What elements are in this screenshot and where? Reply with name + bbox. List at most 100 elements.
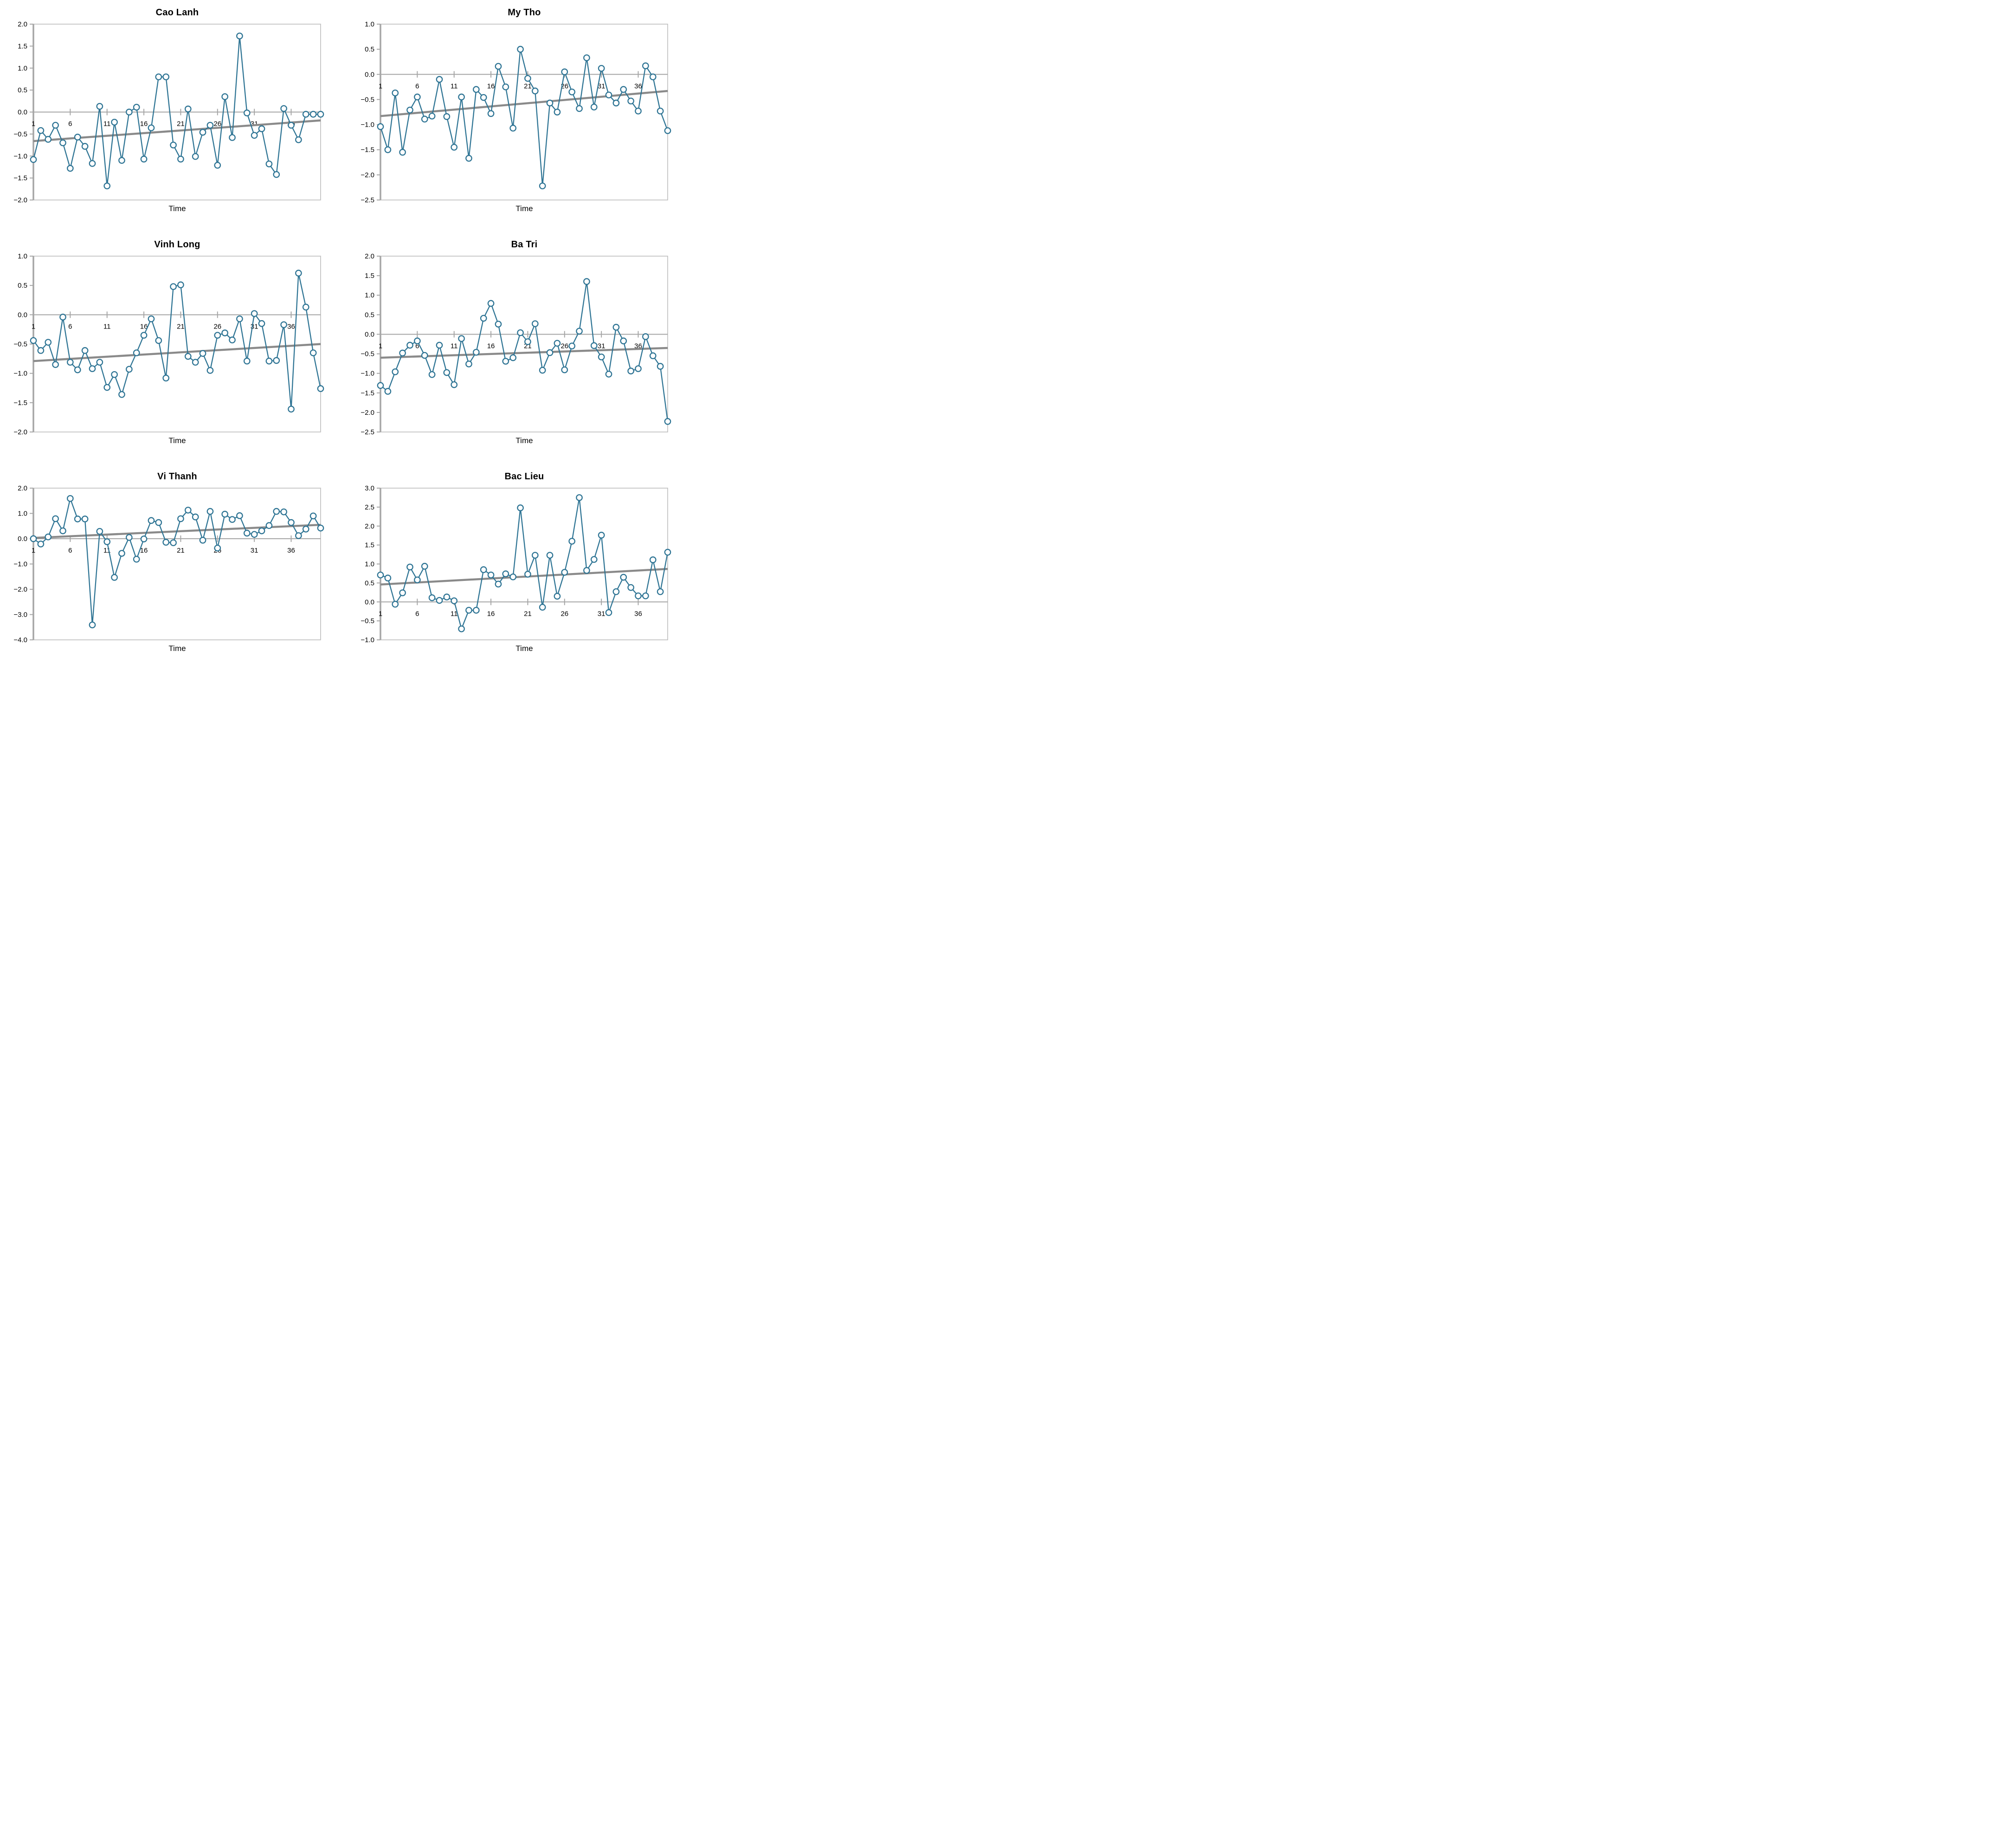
x-tick-label: 21 bbox=[524, 82, 532, 90]
series-line bbox=[33, 498, 321, 625]
data-point-marker bbox=[45, 135, 52, 143]
y-tick-label: 1.5 bbox=[365, 541, 374, 549]
data-point-marker bbox=[184, 353, 192, 360]
x-tick-label: 31 bbox=[598, 342, 605, 350]
data-point-marker bbox=[118, 550, 125, 557]
data-point-marker bbox=[251, 132, 258, 139]
data-point-marker bbox=[52, 122, 59, 129]
data-point-marker bbox=[302, 303, 309, 311]
data-point-marker bbox=[221, 329, 229, 336]
data-point-marker bbox=[554, 340, 561, 347]
data-point-marker bbox=[517, 504, 524, 511]
data-point-marker bbox=[89, 365, 96, 372]
data-point-marker bbox=[384, 574, 392, 582]
data-point-marker bbox=[377, 571, 384, 579]
data-point-marker bbox=[140, 535, 148, 542]
data-point-marker bbox=[451, 381, 458, 388]
data-point-marker bbox=[531, 87, 539, 95]
data-point-marker bbox=[502, 358, 509, 365]
data-point-marker bbox=[392, 368, 399, 375]
data-point-marker bbox=[199, 350, 206, 357]
data-point-marker bbox=[517, 329, 524, 336]
data-point-marker bbox=[258, 125, 265, 132]
data-point-marker bbox=[251, 531, 258, 538]
data-point-marker bbox=[554, 593, 561, 600]
y-tick-label: 1.0 bbox=[365, 20, 374, 28]
y-tick-label: 2.0 bbox=[18, 484, 27, 492]
data-point-marker bbox=[162, 539, 170, 546]
data-point-marker bbox=[384, 146, 392, 154]
data-point-marker bbox=[642, 592, 649, 599]
data-point-marker bbox=[590, 103, 598, 111]
data-point-marker bbox=[74, 366, 81, 374]
data-point-marker bbox=[295, 136, 302, 143]
data-point-marker bbox=[111, 371, 118, 378]
data-point-marker bbox=[155, 519, 162, 526]
data-point-marker bbox=[436, 597, 443, 604]
data-point-marker bbox=[561, 68, 568, 76]
panel-vinh-long: Vinh Long 1.0 0.5 0.0 −0.5 −1.0 −1.5 −2.0 1 6 11 1… bbox=[6, 239, 325, 445]
x-tick-label: 21 bbox=[177, 322, 185, 330]
data-point-marker bbox=[642, 62, 649, 70]
data-point-marker bbox=[495, 63, 502, 70]
data-point-marker bbox=[635, 107, 642, 115]
six-panel-time-series-figure: Cao Lanh 2.0 1.5 1.0 0.5 0.0 −0.5 −1.0 −1.5 −2.0… bbox=[0, 0, 672, 667]
y-tick-label: −0.5 bbox=[361, 617, 374, 625]
x-tick-label: 26 bbox=[213, 322, 221, 330]
data-point-marker bbox=[657, 363, 664, 370]
chart-title: Ba Tri bbox=[511, 239, 538, 250]
data-point-marker bbox=[627, 367, 634, 374]
data-point-marker bbox=[155, 337, 162, 344]
data-point-marker bbox=[539, 182, 546, 190]
data-point-marker bbox=[649, 556, 657, 563]
data-point-marker bbox=[148, 517, 155, 524]
x-axis-title: Time bbox=[515, 204, 533, 213]
data-point-marker bbox=[598, 64, 605, 72]
data-point-marker bbox=[280, 105, 287, 112]
data-point-marker bbox=[170, 142, 177, 148]
data-point-marker bbox=[133, 349, 140, 356]
data-point-marker bbox=[236, 512, 243, 519]
data-point-marker bbox=[443, 593, 451, 600]
y-tick-label: 2.5 bbox=[365, 503, 374, 511]
data-point-marker bbox=[465, 361, 472, 367]
data-point-marker bbox=[118, 391, 125, 398]
y-tick-label: 0.0 bbox=[365, 71, 374, 78]
data-point-marker bbox=[649, 352, 657, 360]
data-point-marker bbox=[45, 533, 52, 541]
data-point-marker bbox=[583, 54, 590, 61]
x-axis-title: Time bbox=[515, 436, 533, 445]
data-point-marker bbox=[531, 320, 539, 328]
data-point-marker bbox=[635, 592, 642, 599]
chart-cao-lanh: 2.01.51.00.50.0−0.5−1.0−1.5−2.01 6 11 16 21 2… bbox=[13, 20, 324, 203]
data-point-marker bbox=[59, 139, 66, 147]
data-point-marker bbox=[273, 171, 280, 178]
data-point-marker bbox=[612, 99, 620, 107]
panel-vi-thanh: Vi Thanh 2.0 1.0 0.0 −1.0 −2.0 −3.0 −4.0 1 6 11 16… bbox=[6, 471, 325, 653]
data-point-marker bbox=[148, 124, 155, 131]
data-point-marker bbox=[480, 94, 487, 101]
data-point-marker bbox=[229, 516, 236, 523]
y-tick-label: 2.0 bbox=[365, 522, 374, 530]
y-tick-label: −1.0 bbox=[13, 561, 27, 568]
data-point-marker bbox=[302, 525, 309, 533]
data-point-marker bbox=[495, 321, 502, 328]
x-tick-label: 1 bbox=[32, 547, 35, 554]
x-tick-label: 31 bbox=[598, 82, 605, 90]
y-tick-label: 2.0 bbox=[365, 252, 374, 260]
y-tick-label: −1.0 bbox=[361, 370, 374, 378]
data-point-marker bbox=[546, 552, 554, 559]
data-point-marker bbox=[30, 337, 37, 344]
data-point-marker bbox=[487, 300, 495, 307]
chart-title: My Tho bbox=[508, 7, 541, 18]
data-point-marker bbox=[265, 522, 273, 529]
data-point-marker bbox=[568, 342, 576, 350]
y-tick-label: 0.5 bbox=[365, 579, 374, 587]
chart-title: Cao Lanh bbox=[155, 7, 199, 18]
chart-ba-tri: 2.01.51.00.50.0−0.5−1.0−1.5−2.0−2.51 6 11 1… bbox=[361, 252, 671, 435]
x-tick-label: 6 bbox=[68, 120, 72, 128]
data-point-marker bbox=[140, 155, 148, 163]
x-tick-label: 21 bbox=[177, 120, 185, 128]
y-tick-label: −1.5 bbox=[361, 146, 374, 154]
data-point-marker bbox=[451, 597, 458, 605]
